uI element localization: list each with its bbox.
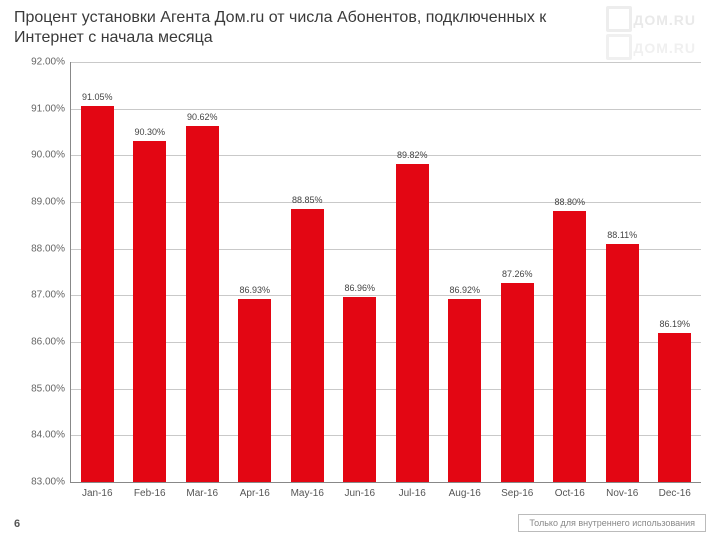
x-tick-label: Jul-16 xyxy=(399,488,426,499)
bar: 86.92% xyxy=(448,299,481,482)
x-tick-label: Jan-16 xyxy=(82,488,113,499)
y-tick-label: 84.00% xyxy=(31,430,65,441)
bar: 88.85% xyxy=(291,209,324,482)
watermark-text-2: ДОМ.RU xyxy=(633,40,696,56)
footer-note: Только для внутреннего использования xyxy=(518,514,706,532)
y-tick-label: 87.00% xyxy=(31,290,65,301)
bar: 88.80% xyxy=(553,211,586,482)
page-title: Процент установки Агента Дом.ru от числа… xyxy=(14,8,614,48)
y-tick-label: 83.00% xyxy=(31,477,65,488)
bar: 91.05% xyxy=(81,106,114,482)
x-tick-label: Sep-16 xyxy=(501,488,533,499)
bar: 90.30% xyxy=(133,141,166,482)
y-tick-label: 91.00% xyxy=(31,103,65,114)
plot-area: 83.00%84.00%85.00%86.00%87.00%88.00%89.0… xyxy=(70,62,701,483)
y-tick-label: 89.00% xyxy=(31,197,65,208)
x-tick-label: Aug-16 xyxy=(449,488,481,499)
x-tick-label: Nov-16 xyxy=(606,488,638,499)
bar-value-label: 90.30% xyxy=(134,127,165,137)
grid-line xyxy=(71,109,701,110)
bar-value-label: 86.93% xyxy=(239,285,270,295)
y-tick-label: 88.00% xyxy=(31,243,65,254)
x-tick-label: Apr-16 xyxy=(240,488,270,499)
bar-value-label: 89.82% xyxy=(397,150,428,160)
grid-line xyxy=(71,62,701,63)
y-tick-label: 86.00% xyxy=(31,337,65,348)
bar-value-label: 90.62% xyxy=(187,112,218,122)
x-tick-label: May-16 xyxy=(291,488,324,499)
bar: 86.96% xyxy=(343,297,376,482)
y-tick-label: 90.00% xyxy=(31,150,65,161)
y-tick-label: 85.00% xyxy=(31,383,65,394)
bar-value-label: 91.05% xyxy=(82,92,113,102)
x-tick-label: Feb-16 xyxy=(134,488,166,499)
x-tick-label: Mar-16 xyxy=(186,488,218,499)
bar: 87.26% xyxy=(501,283,534,482)
bar: 86.93% xyxy=(238,299,271,482)
bar: 90.62% xyxy=(186,126,219,482)
page-number: 6 xyxy=(14,518,20,530)
bar: 88.11% xyxy=(606,244,639,482)
bar-value-label: 88.80% xyxy=(554,197,585,207)
bar-value-label: 86.92% xyxy=(449,285,480,295)
x-tick-label: Dec-16 xyxy=(659,488,691,499)
bar-value-label: 88.11% xyxy=(607,230,637,240)
bar: 89.82% xyxy=(396,164,429,482)
y-tick-label: 92.00% xyxy=(31,57,65,68)
bar-value-label: 86.96% xyxy=(344,283,375,293)
x-tick-label: Oct-16 xyxy=(555,488,585,499)
x-tick-label: Jun-16 xyxy=(344,488,375,499)
bar-value-label: 87.26% xyxy=(502,269,533,279)
watermark-text-1: ДОМ.RU xyxy=(633,12,696,28)
bar-chart: 83.00%84.00%85.00%86.00%87.00%88.00%89.0… xyxy=(70,62,700,482)
bar-value-label: 88.85% xyxy=(292,195,323,205)
bar-value-label: 86.19% xyxy=(659,319,690,329)
bar: 86.19% xyxy=(658,333,691,482)
